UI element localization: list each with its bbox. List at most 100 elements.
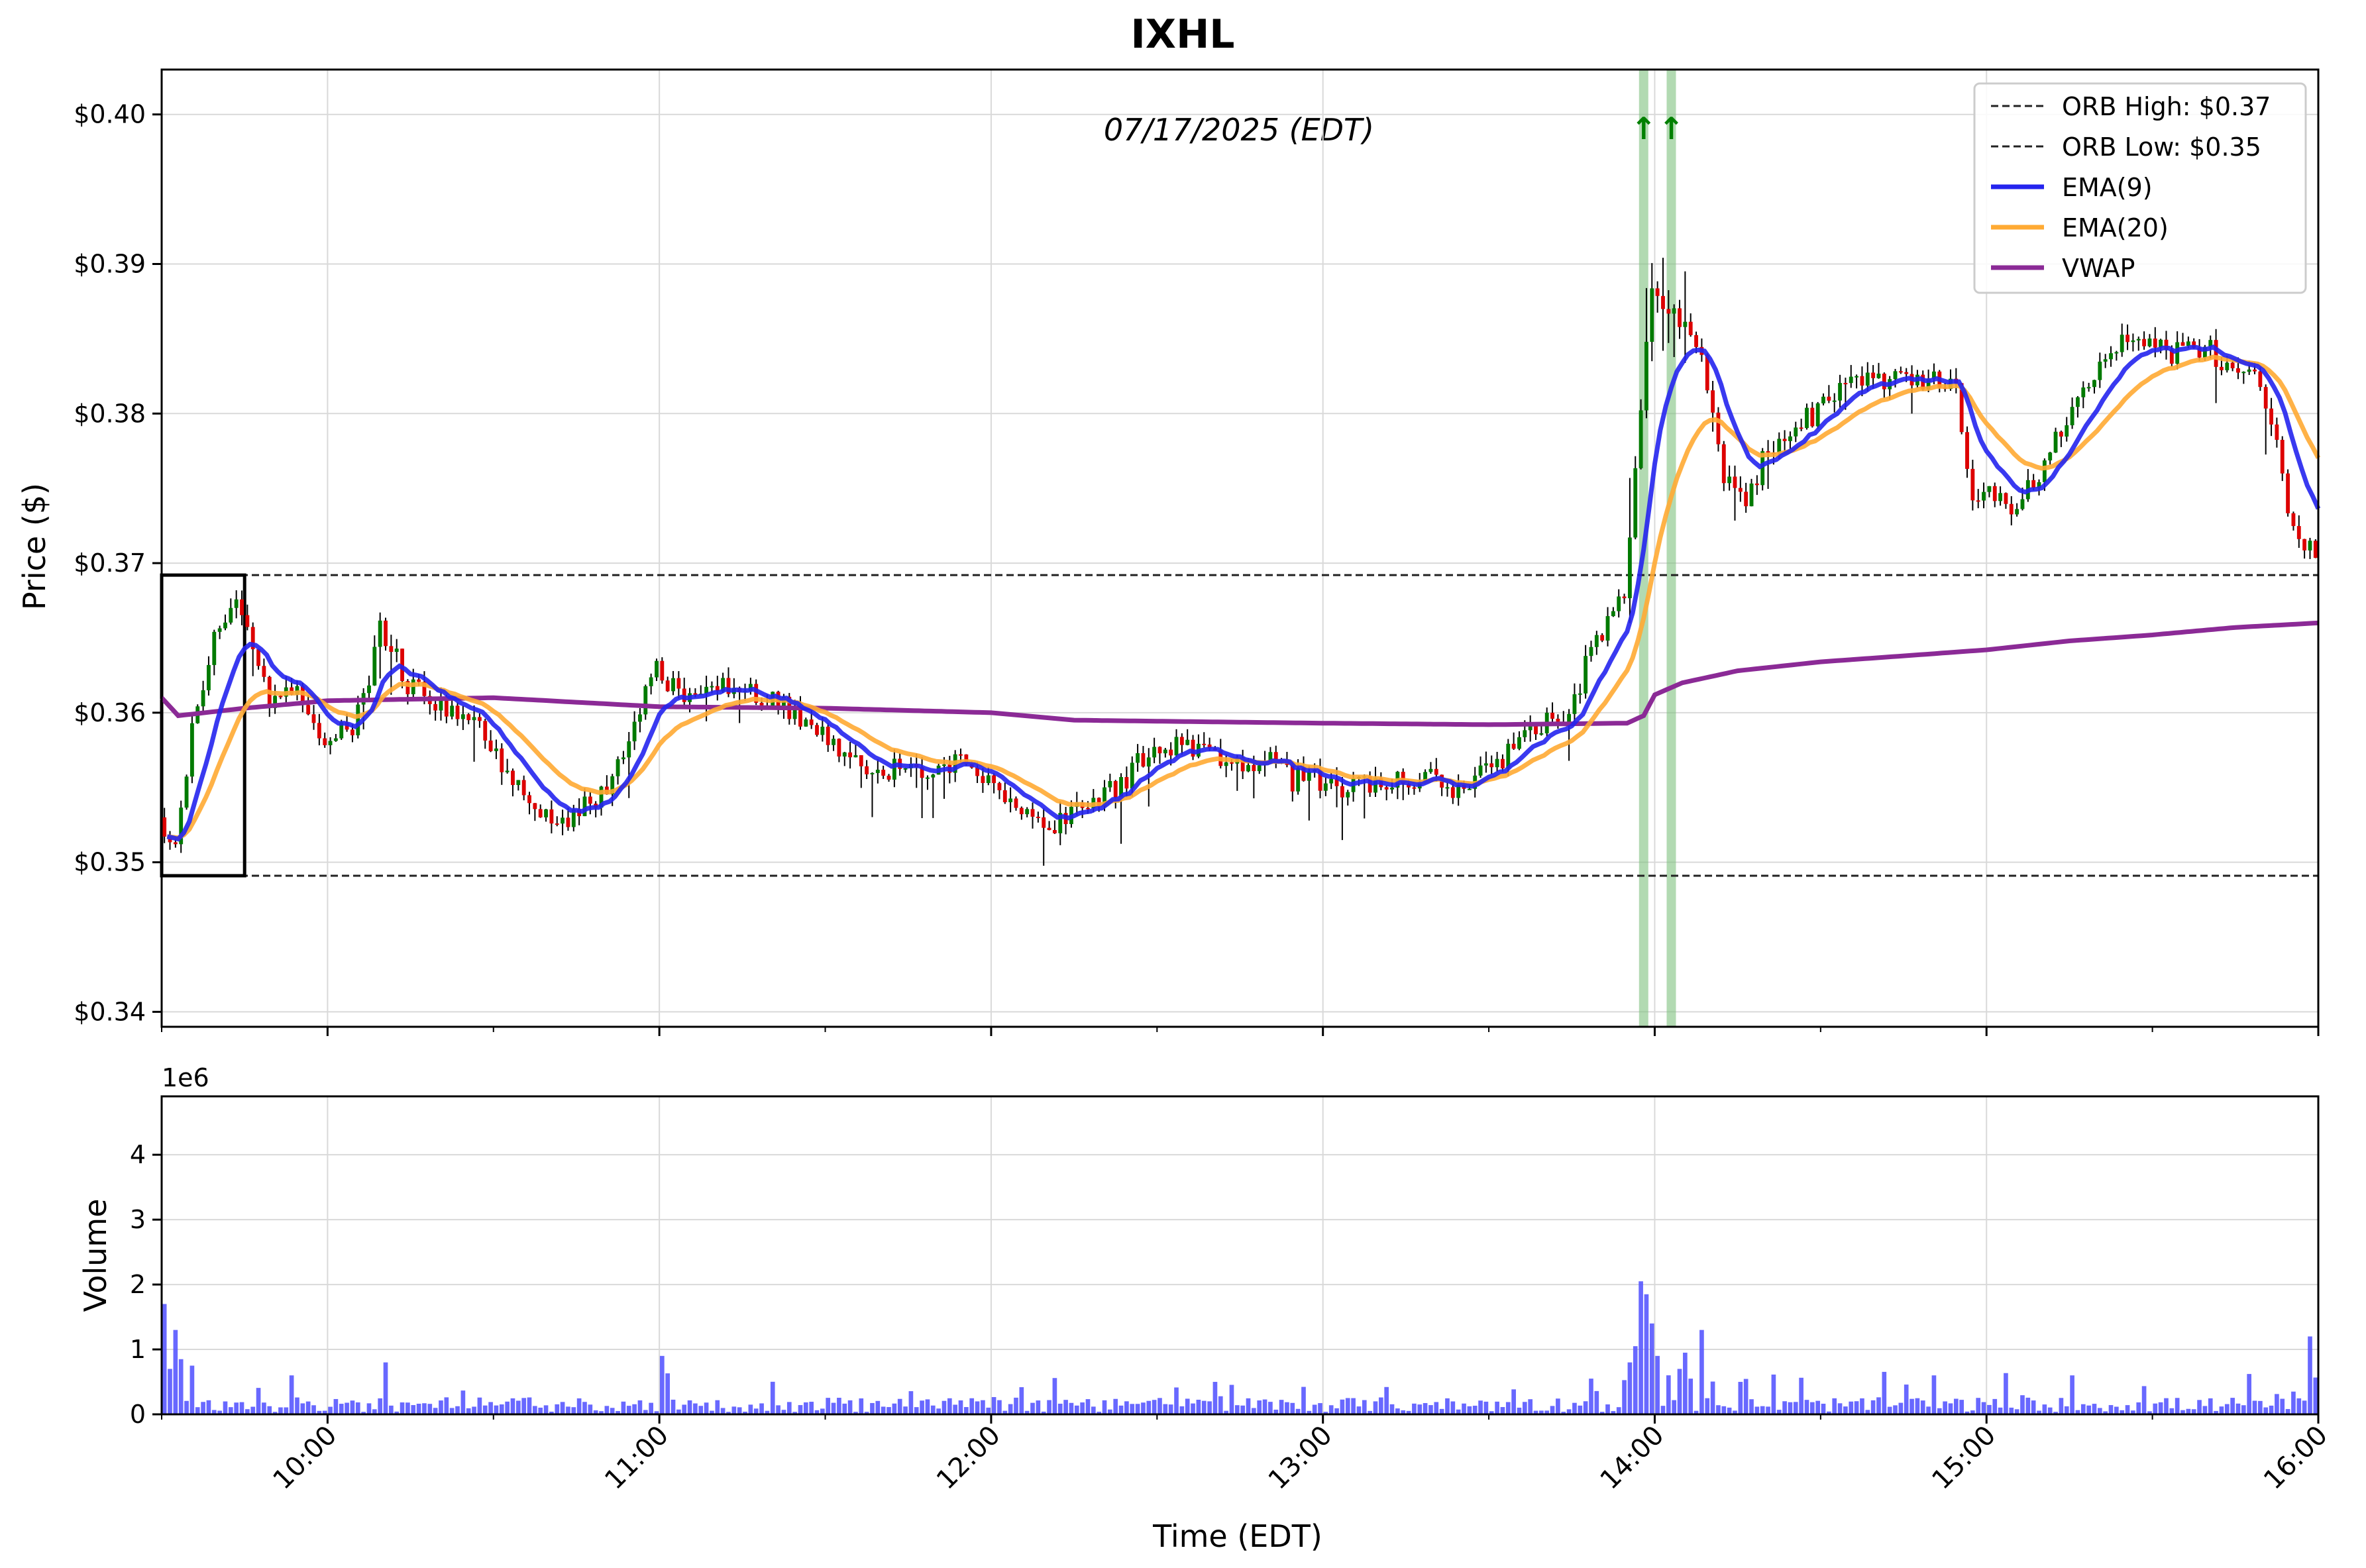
volume-bar <box>1832 1398 1837 1414</box>
candle-body <box>2220 366 2224 370</box>
candle-body <box>1655 288 1660 296</box>
candle-body <box>417 679 421 682</box>
volume-y-tick-label: 4 <box>130 1140 146 1169</box>
candle-body <box>665 680 670 692</box>
candle-body <box>2180 342 2185 346</box>
candle-body <box>1511 743 1516 749</box>
volume-bar <box>1323 1412 1328 1414</box>
volume-bar <box>1666 1375 1671 1414</box>
volume-bar <box>720 1408 726 1414</box>
volume-bar <box>1821 1404 1826 1414</box>
volume-bar <box>958 1400 963 1414</box>
candle-body <box>1086 808 1090 810</box>
volume-bar <box>798 1405 803 1414</box>
volume-bar <box>859 1398 864 1414</box>
candle-body <box>2269 408 2273 425</box>
candle-body <box>2247 369 2251 372</box>
candle-body <box>1639 410 1643 468</box>
candle-body <box>339 722 344 739</box>
candle-body <box>1450 787 1455 798</box>
legend-label-orb-high: ORB High: $0.37 <box>2062 92 2271 121</box>
candle-body <box>1539 733 1544 735</box>
candle-body <box>1036 816 1040 818</box>
candle-body <box>1760 451 1765 486</box>
candle-body <box>1273 752 1278 764</box>
candle-body <box>1528 725 1533 731</box>
volume-bar <box>1113 1398 1118 1414</box>
volume-bar <box>1743 1379 1748 1414</box>
candle-body <box>1788 436 1792 441</box>
candle-body <box>2147 339 2152 346</box>
volume-bar <box>1389 1404 1395 1414</box>
candle-body <box>229 607 233 623</box>
volume-bar <box>1412 1403 1417 1414</box>
volume-bar <box>272 1412 278 1414</box>
candle-body <box>201 690 205 707</box>
candle-body <box>2291 513 2296 527</box>
volume-bar <box>710 1410 714 1414</box>
candle-body <box>2186 341 2190 346</box>
volume-bar <box>981 1400 985 1414</box>
volume-bar <box>1887 1406 1892 1414</box>
volume-bar <box>1782 1401 1787 1414</box>
candle-body <box>2263 387 2268 409</box>
candle-body <box>2296 526 2301 539</box>
candle-body <box>1711 390 1715 413</box>
candle-body <box>859 755 863 766</box>
candle-body <box>1567 713 1572 723</box>
candle-body <box>1296 768 1301 792</box>
volume-bar <box>1118 1405 1124 1414</box>
candle-body <box>1617 596 1621 611</box>
candle-body <box>1661 295 1665 309</box>
candle-body <box>820 726 825 735</box>
volume-bar <box>1423 1403 1428 1414</box>
volume-bar <box>1909 1398 1914 1414</box>
volume-bar <box>1964 1411 1970 1414</box>
volume-bar <box>317 1410 322 1414</box>
volume-bar <box>2247 1374 2252 1414</box>
price-y-tick-label: $0.40 <box>74 100 146 129</box>
volume-bar <box>1234 1405 1240 1414</box>
candle-body <box>245 615 250 627</box>
candle-body <box>1191 739 1195 757</box>
volume-bar <box>189 1365 195 1414</box>
vwap-line <box>160 620 2319 727</box>
volume-y-tick-label: 2 <box>130 1270 146 1299</box>
volume-bar <box>555 1404 560 1414</box>
volume-bar <box>1854 1401 1859 1414</box>
price-grid <box>162 70 2319 1027</box>
volume-bar <box>2164 1398 2169 1414</box>
candle-body <box>234 599 239 608</box>
candle-body <box>1445 787 1450 789</box>
volume-bar <box>2224 1404 2230 1414</box>
candle-body <box>621 757 625 760</box>
volume-bar <box>345 1402 349 1414</box>
volume-bar <box>1948 1403 1953 1414</box>
candle-body <box>1506 743 1511 768</box>
volume-bar <box>472 1406 476 1414</box>
candle-body <box>1777 439 1782 453</box>
candle-body <box>472 717 476 721</box>
candle-body <box>875 769 880 773</box>
candle-body <box>826 726 830 745</box>
candle-body <box>394 649 399 653</box>
volume-bar <box>1373 1401 1378 1414</box>
volume-bar <box>566 1406 570 1414</box>
volume-bar <box>2296 1398 2302 1414</box>
candle-body <box>1252 764 1256 772</box>
volume-bar <box>1097 1412 1102 1414</box>
candle-body <box>2241 372 2246 374</box>
candle-body <box>477 717 482 721</box>
volume-bar <box>477 1397 482 1414</box>
volume-bar <box>560 1402 565 1414</box>
price-y-tick-label: $0.37 <box>74 549 146 578</box>
candle-body <box>488 740 493 751</box>
volume-bar <box>1522 1402 1527 1414</box>
legend-label-ema20: EMA(20) <box>2062 213 2169 242</box>
volume-bar <box>975 1401 980 1414</box>
volume-bar <box>1926 1406 1931 1414</box>
volume-bar <box>1191 1403 1195 1414</box>
volume-bar <box>538 1407 543 1414</box>
volume-bar <box>1898 1402 1904 1414</box>
candle-body <box>2053 431 2058 453</box>
